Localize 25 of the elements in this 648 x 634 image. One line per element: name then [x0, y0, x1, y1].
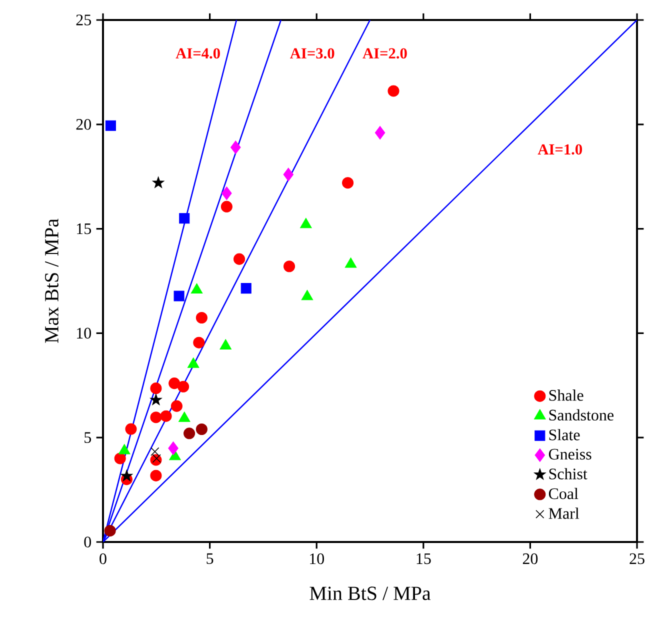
- annotation: AI=2.0: [362, 48, 407, 59]
- y-tick-label: 10: [77, 328, 92, 339]
- y-tick-label: 0: [84, 536, 92, 548]
- x-axis-title: Min BtS / MPa: [310, 586, 431, 600]
- legend-label: Schist: [549, 468, 588, 480]
- legend-label: Slate: [549, 429, 580, 440]
- legend-label: Coal: [548, 488, 578, 500]
- x-tick-label: 15: [416, 553, 431, 564]
- x-tick-label: 5: [206, 553, 214, 564]
- y-tick-label: 15: [77, 223, 92, 234]
- annotation: AI=4.0: [176, 48, 220, 59]
- y-tick-label: 5: [84, 432, 92, 443]
- y-axis-title: Max BtS / MPa: [45, 218, 58, 343]
- x-tick-label: 25: [630, 553, 644, 564]
- legend-label: Marl: [548, 508, 580, 519]
- legend-label: Shale: [549, 390, 584, 401]
- y-tick-label: 20: [76, 118, 92, 130]
- y-tick-label: 25: [76, 14, 92, 26]
- x-tick-label: 10: [310, 553, 324, 564]
- x-tick-label: 0: [100, 553, 106, 564]
- annotation: AI=1.0: [538, 144, 582, 155]
- legend-label: Gneiss: [548, 448, 592, 460]
- annotation: AI=3.0: [290, 48, 334, 59]
- legend-label: Sandstone: [549, 409, 614, 421]
- x-tick-label: 20: [522, 553, 538, 564]
